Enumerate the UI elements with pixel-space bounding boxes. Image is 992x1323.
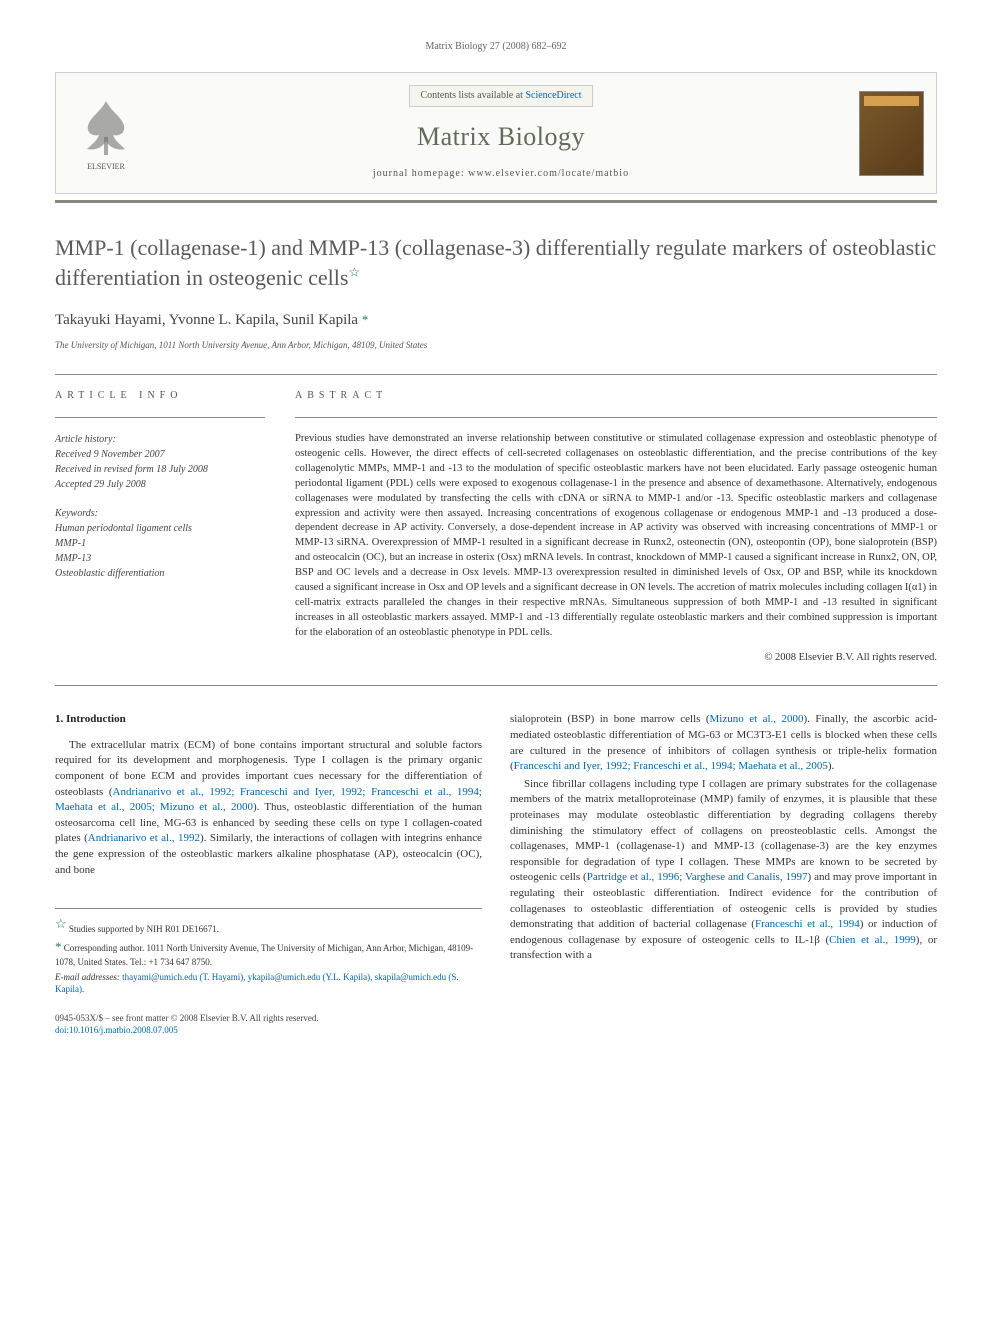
footnote-corresponding: Corresponding author. 1011 North Univers… (55, 943, 473, 967)
citation-link[interactable]: Chien et al., 1999 (829, 934, 916, 946)
journal-homepage-line: journal homepage: www.elsevier.com/locat… (373, 167, 629, 181)
abstract-text: Previous studies have demonstrated an in… (295, 432, 937, 641)
date-revised: Received in revised form 18 July 2008 (55, 464, 208, 475)
body-two-column: 1. Introduction The extracellular matrix… (55, 712, 937, 997)
journal-masthead: ELSEVIER Contents lists available at Sci… (55, 72, 937, 194)
date-received: Received 9 November 2007 (55, 449, 165, 460)
section-heading-introduction: 1. Introduction (55, 712, 482, 727)
masthead-divider (55, 200, 937, 203)
running-header: Matrix Biology 27 (2008) 682–692 (55, 40, 937, 54)
copyright-line: © 2008 Elsevier B.V. All rights reserved… (295, 651, 937, 666)
abstract-column: ABSTRACT Previous studies have demonstra… (295, 389, 937, 665)
corresponding-author-icon: * (362, 312, 369, 327)
abstract-label: ABSTRACT (295, 389, 937, 403)
citation-link[interactable]: Franceschi and Iyer, 1992; Franceschi et… (514, 760, 828, 772)
journal-name: Matrix Biology (417, 119, 585, 155)
body-right-column: sialoprotein (BSP) in bone marrow cells … (510, 712, 937, 997)
contents-prefix: Contents lists available at (420, 90, 525, 101)
body-left-column: 1. Introduction The extracellular matrix… (55, 712, 482, 997)
rule-top (55, 374, 937, 375)
citation-link[interactable]: Partridge et al., 1996; Varghese and Can… (587, 871, 808, 883)
issn-line: 0945-053X/$ – see front matter © 2008 El… (55, 1012, 937, 1025)
footer-block: 0945-053X/$ – see front matter © 2008 El… (55, 1012, 937, 1037)
keywords-head: Keywords: (55, 508, 98, 519)
author-names: Takayuki Hayami, Yvonne L. Kapila, Sunil… (55, 312, 362, 328)
body-paragraph: Since fibrillar collagens including type… (510, 777, 937, 964)
body-text: ). (828, 760, 834, 772)
elsevier-text: ELSEVIER (87, 162, 125, 171)
keyword: Osteoblastic differentiation (55, 566, 265, 581)
homepage-url: www.elsevier.com/locate/matbio (468, 168, 629, 179)
date-accepted: Accepted 29 July 2008 (55, 479, 146, 490)
keyword: MMP-1 (55, 536, 265, 551)
footnote-support: Studies supported by NIH R01 DE16671. (69, 924, 219, 934)
doi-link[interactable]: doi:10.1016/j.matbio.2008.07.005 (55, 1024, 937, 1037)
history-head: Article history: (55, 434, 116, 445)
article-title: MMP-1 (collagenase-1) and MMP-13 (collag… (55, 233, 937, 292)
contents-list-line: Contents lists available at ScienceDirec… (409, 85, 592, 107)
body-paragraph: The extracellular matrix (ECM) of bone c… (55, 738, 482, 878)
publisher-logo-cell: ELSEVIER (56, 73, 156, 193)
email-label: E-mail addresses: (55, 972, 122, 982)
footnote-asterisk-icon: * (55, 939, 62, 954)
elsevier-tree-logo: ELSEVIER (71, 93, 141, 173)
sciencedirect-link[interactable]: ScienceDirect (525, 90, 581, 101)
keyword: MMP-13 (55, 551, 265, 566)
author-list: Takayuki Hayami, Yvonne L. Kapila, Sunil… (55, 310, 937, 331)
keywords-block: Keywords: Human periodontal ligament cel… (55, 506, 265, 581)
footnotes-block: ☆ Studies supported by NIH R01 DE16671. … (55, 908, 482, 996)
journal-cover-thumbnail (859, 91, 924, 176)
affiliation: The University of Michigan, 1011 North U… (55, 339, 937, 352)
article-history: Article history: Received 9 November 200… (55, 432, 265, 492)
article-info-column: ARTICLE INFO Article history: Received 9… (55, 389, 265, 665)
abstract-rule (295, 417, 937, 418)
citation-link[interactable]: Franceschi et al., 1994 (755, 918, 860, 930)
body-text: Since fibrillar collagens including type… (510, 778, 937, 884)
article-info-label: ARTICLE INFO (55, 389, 265, 403)
info-rule (55, 417, 265, 418)
cover-thumb-cell (846, 73, 936, 193)
footnote-star-icon: ☆ (55, 916, 67, 931)
homepage-prefix: journal homepage: (373, 168, 468, 179)
citation-link[interactable]: Mizuno et al., 2000 (710, 713, 804, 725)
footnote-star-icon: ☆ (348, 264, 360, 279)
citation-link[interactable]: Andrianarivo et al., 1992 (88, 832, 200, 844)
keyword: Human periodontal ligament cells (55, 521, 265, 536)
article-title-text: MMP-1 (collagenase-1) and MMP-13 (collag… (55, 235, 936, 290)
body-text: sialoprotein (BSP) in bone marrow cells … (510, 713, 710, 725)
rule-mid (55, 685, 937, 686)
body-paragraph: sialoprotein (BSP) in bone marrow cells … (510, 712, 937, 774)
